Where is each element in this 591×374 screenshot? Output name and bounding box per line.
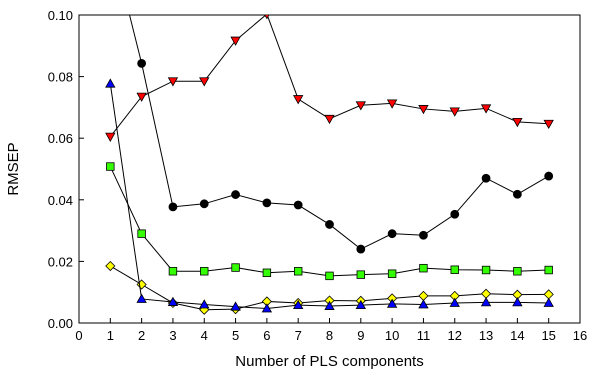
data-point xyxy=(450,265,459,274)
data-point xyxy=(512,117,523,128)
data-point xyxy=(199,299,210,309)
data-point xyxy=(262,268,272,277)
y-tick-label: 0.00 xyxy=(48,316,73,331)
data-point xyxy=(481,265,491,275)
data-point xyxy=(168,267,178,276)
data-point xyxy=(544,171,554,181)
data-point xyxy=(481,173,491,183)
data-point xyxy=(262,198,272,208)
y-axis-ticks: 0.00 0.02 0.04 0.06 0.08 0.10 xyxy=(48,8,84,331)
x-tick-label: 3 xyxy=(169,328,176,343)
data-point xyxy=(419,263,428,273)
data-point xyxy=(137,58,147,68)
data-point xyxy=(356,270,366,279)
data-point xyxy=(293,267,303,276)
x-tick-label: 15 xyxy=(541,328,555,343)
data-point xyxy=(136,92,147,102)
data-point xyxy=(264,15,270,20)
x-tick-label: 5 xyxy=(232,328,239,343)
x-axis-ticks: 0 1 2 3 4 5 6 7 8 9 10 11 12 13 14 15 16 xyxy=(75,318,587,343)
series-circle xyxy=(129,15,554,254)
data-point xyxy=(325,271,334,281)
x-tick-label: 10 xyxy=(385,328,399,343)
x-tick-label: 11 xyxy=(417,328,431,343)
data-point xyxy=(513,267,522,276)
data-point xyxy=(137,229,146,238)
data-point xyxy=(449,297,460,307)
data-point xyxy=(356,244,366,254)
series-triangle-down xyxy=(105,15,554,142)
y-tick-label: 0.02 xyxy=(48,254,73,269)
y-tick-label: 0.04 xyxy=(48,193,73,208)
data-point xyxy=(512,189,522,199)
data-point xyxy=(293,299,304,310)
x-tick-label: 4 xyxy=(201,328,208,343)
y-axis-title: RMSEP xyxy=(5,142,22,195)
x-tick-label: 0 xyxy=(75,328,82,343)
data-point xyxy=(418,299,429,309)
data-point xyxy=(387,269,397,278)
x-tick-label: 7 xyxy=(295,328,302,343)
y-tick-label: 0.08 xyxy=(48,70,73,85)
data-point xyxy=(136,293,147,303)
data-point xyxy=(418,105,429,115)
data-point xyxy=(449,107,460,117)
y-tick-label: 0.10 xyxy=(48,8,73,23)
data-point xyxy=(355,299,366,310)
data-point xyxy=(261,303,273,313)
x-tick-label: 2 xyxy=(138,328,145,343)
data-point xyxy=(105,78,116,88)
data-point xyxy=(199,77,210,87)
y-tick-label: 0.06 xyxy=(48,131,73,146)
data-point xyxy=(293,200,303,210)
data-point xyxy=(105,260,116,272)
data-point xyxy=(168,202,178,212)
data-point xyxy=(544,265,553,275)
data-point xyxy=(230,36,241,46)
series-layer xyxy=(105,15,554,315)
plot-area xyxy=(78,14,581,324)
data-point xyxy=(167,296,179,306)
x-tick-label: 12 xyxy=(448,328,462,343)
data-point xyxy=(324,300,335,310)
data-point xyxy=(355,101,366,111)
data-point xyxy=(387,229,397,239)
data-point xyxy=(386,99,398,109)
data-point xyxy=(231,190,240,199)
data-point xyxy=(325,220,334,229)
data-point xyxy=(105,132,116,142)
x-tick-label: 9 xyxy=(357,328,364,343)
series-triangle-up xyxy=(105,78,554,313)
x-tick-label: 8 xyxy=(326,328,333,343)
data-point xyxy=(480,104,492,114)
data-point xyxy=(480,297,492,307)
data-point xyxy=(167,77,179,87)
data-point xyxy=(543,297,554,307)
data-point xyxy=(106,162,115,171)
x-tick-label: 1 xyxy=(107,328,114,343)
x-tick-label: 14 xyxy=(510,328,524,343)
data-point xyxy=(231,263,240,272)
data-point xyxy=(450,209,460,219)
data-point xyxy=(386,298,398,308)
data-point xyxy=(200,267,209,276)
data-point xyxy=(324,114,335,125)
data-point xyxy=(293,95,304,105)
data-point xyxy=(230,301,241,311)
data-point xyxy=(512,297,523,307)
data-point xyxy=(543,119,554,130)
data-point xyxy=(419,230,428,240)
series-square xyxy=(106,162,553,281)
x-tick-label: 16 xyxy=(573,328,587,343)
x-tick-label: 6 xyxy=(263,328,270,343)
x-axis-title: Number of PLS components xyxy=(235,353,423,370)
data-point xyxy=(199,199,209,209)
x-tick-label: 13 xyxy=(479,328,493,343)
